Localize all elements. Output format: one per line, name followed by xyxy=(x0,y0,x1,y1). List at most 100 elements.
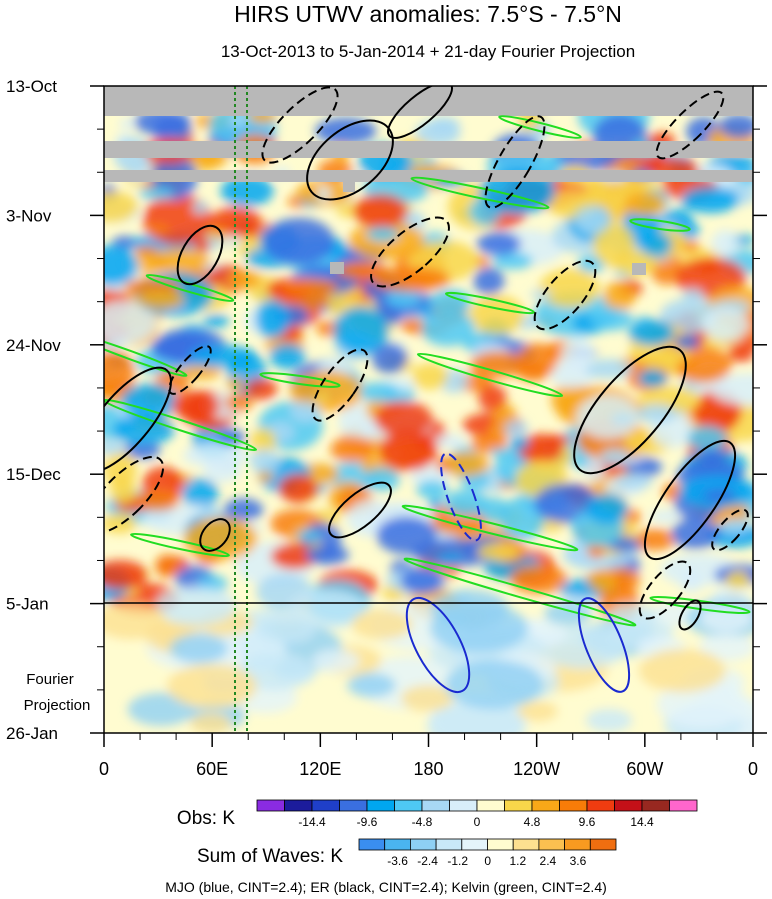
anomaly-cell xyxy=(226,377,245,391)
waves-legend-swatch xyxy=(538,838,566,851)
projection-label-line2: Projection xyxy=(24,697,91,714)
anomaly-cell xyxy=(227,270,263,290)
anomaly-cell xyxy=(674,334,700,350)
anomaly-cell xyxy=(682,288,704,301)
anomaly-cell xyxy=(728,349,753,362)
anomaly-cell xyxy=(702,306,749,342)
obs-legend-swatch xyxy=(476,799,505,812)
projection-cell xyxy=(426,701,526,733)
anomaly-cell xyxy=(703,489,737,503)
er-contour-negative xyxy=(104,455,165,535)
anomaly-cell xyxy=(333,306,389,355)
x-tick-label: 60W xyxy=(626,759,663,779)
anomaly-cell xyxy=(420,310,476,347)
anomaly-cell xyxy=(330,436,375,463)
er-contour-negative xyxy=(484,115,546,209)
projection-cell xyxy=(189,713,232,733)
anomaly-cell xyxy=(314,391,329,404)
anomaly-cell xyxy=(270,543,319,570)
anomaly-cell xyxy=(104,560,148,590)
anomaly-cell xyxy=(628,320,675,346)
projection-cell xyxy=(237,652,314,691)
plot-area xyxy=(104,86,753,733)
obs-legend-tick: 14.4 xyxy=(630,815,654,829)
kelvin-contour xyxy=(649,595,751,615)
anomaly-cell xyxy=(543,434,572,445)
anomaly-cell xyxy=(476,231,522,256)
projection-cell xyxy=(169,633,228,664)
projection-cell xyxy=(127,692,194,726)
anomaly-cell xyxy=(678,570,704,593)
obs-legend-swatch xyxy=(394,799,423,812)
anomaly-cell xyxy=(192,200,208,215)
anomaly-cell xyxy=(150,248,210,275)
er-contour xyxy=(306,119,394,201)
projection-label-line1: Fourier xyxy=(26,671,74,688)
x-tick-label: 60E xyxy=(196,759,228,779)
anomaly-cell xyxy=(112,414,175,446)
er-contour-negative xyxy=(168,345,212,395)
anomaly-cell xyxy=(478,384,507,412)
anomaly-cell xyxy=(194,237,211,252)
missing-data-patch xyxy=(632,263,646,275)
mjo-contour xyxy=(405,596,471,694)
kelvin-contour xyxy=(410,176,550,210)
waves-legend-tick: -2.4 xyxy=(417,854,438,868)
anomaly-cell xyxy=(296,529,322,541)
anomaly-cell xyxy=(188,345,258,369)
anomaly-cell xyxy=(470,351,527,378)
anomaly-cell xyxy=(473,267,505,295)
anomaly-cell xyxy=(585,493,629,525)
anomaly-cell xyxy=(492,252,533,270)
anomaly-cell xyxy=(181,478,219,509)
x-tick-label: 0 xyxy=(99,759,109,779)
projection-cell xyxy=(104,603,167,640)
waves-legend-swatch xyxy=(589,838,617,851)
anomaly-cell xyxy=(624,191,666,216)
missing-data-patch xyxy=(330,262,344,274)
anomaly-cell xyxy=(376,516,437,555)
anomaly-cell xyxy=(121,383,178,420)
kelvin-contour xyxy=(104,398,258,452)
anomaly-cell xyxy=(104,300,157,345)
er-contour xyxy=(104,366,172,474)
er-contour-negative xyxy=(655,90,725,160)
projection-cell xyxy=(585,708,633,733)
kelvin-contour xyxy=(498,115,582,139)
anomaly-cell xyxy=(366,226,399,242)
anomaly-cell xyxy=(711,373,753,406)
er-contour-negative xyxy=(311,348,369,422)
missing-data-band xyxy=(104,86,753,116)
anomaly-cell xyxy=(583,460,606,482)
mjo-contour xyxy=(577,597,631,693)
anomaly-cell xyxy=(636,404,677,424)
er-contour xyxy=(199,518,231,552)
anomaly-cell xyxy=(400,319,426,333)
anomaly-cell xyxy=(305,545,350,565)
anomaly-cell xyxy=(119,118,136,129)
anomaly-cell xyxy=(203,456,241,483)
anomaly-cell xyxy=(353,194,408,229)
contour-footer: MJO (blue, CINT=2.4); ER (black, CINT=2.… xyxy=(165,879,607,895)
anomaly-cell xyxy=(489,448,512,457)
obs-legend-swatch xyxy=(504,799,533,812)
anomaly-cell xyxy=(144,224,169,236)
anomaly-cell xyxy=(476,542,520,561)
anomaly-cell xyxy=(138,186,175,200)
er-contour xyxy=(328,481,392,539)
waves-legend-label: Sum of Waves: K xyxy=(197,846,343,867)
y-tick-label: 26-Jan xyxy=(6,724,58,743)
anomaly-cell xyxy=(614,473,653,490)
anomaly-cell xyxy=(499,496,545,541)
anomaly-cell xyxy=(374,400,433,437)
anomaly-cell xyxy=(110,476,137,505)
anomaly-cell xyxy=(134,246,159,255)
anomaly-cell xyxy=(429,288,472,315)
anomaly-cell xyxy=(385,288,421,308)
missing-data-patch xyxy=(343,180,355,192)
er-contour-negative xyxy=(711,508,749,552)
waves-legend-swatch xyxy=(564,838,591,851)
anomaly-cell xyxy=(434,434,467,449)
er-contour-negative xyxy=(370,216,450,288)
anomaly-cell xyxy=(411,538,497,567)
